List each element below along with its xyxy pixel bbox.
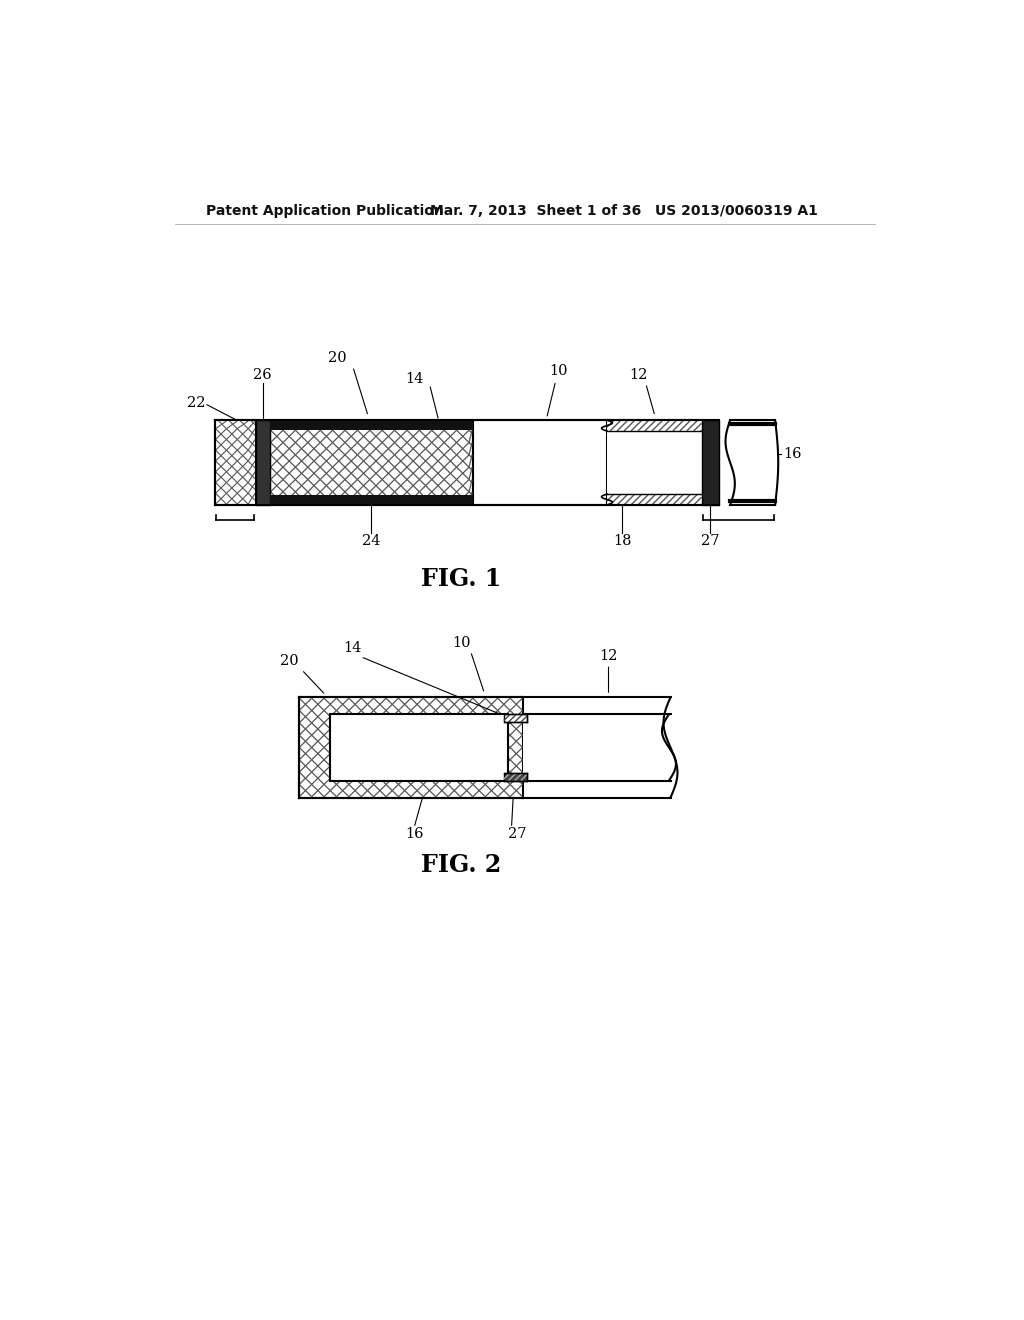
Bar xyxy=(473,420,607,506)
Text: Mar. 7, 2013  Sheet 1 of 36: Mar. 7, 2013 Sheet 1 of 36 xyxy=(430,203,641,218)
Bar xyxy=(701,420,719,506)
Text: 22: 22 xyxy=(187,396,206,411)
Text: 18: 18 xyxy=(613,535,632,548)
Text: 12: 12 xyxy=(629,368,647,381)
Bar xyxy=(607,420,701,506)
Text: 20: 20 xyxy=(280,655,299,668)
Text: 16: 16 xyxy=(783,447,802,461)
Bar xyxy=(215,420,256,506)
Text: 14: 14 xyxy=(344,642,361,655)
Text: 26: 26 xyxy=(253,368,271,381)
Text: FIG. 2: FIG. 2 xyxy=(421,853,502,876)
Bar xyxy=(523,714,671,780)
Bar xyxy=(330,714,508,780)
Bar xyxy=(256,420,270,506)
Text: 16: 16 xyxy=(406,826,424,841)
Text: US 2013/0060319 A1: US 2013/0060319 A1 xyxy=(655,203,818,218)
Text: 20: 20 xyxy=(328,351,346,364)
Bar xyxy=(270,420,473,506)
Bar xyxy=(504,714,527,722)
Bar xyxy=(270,420,473,430)
Text: 27: 27 xyxy=(700,535,719,548)
Bar xyxy=(607,420,701,430)
Text: FIG. 1: FIG. 1 xyxy=(421,566,502,590)
Text: 12: 12 xyxy=(599,648,617,663)
Bar xyxy=(299,697,523,797)
Bar xyxy=(270,495,473,506)
Text: Patent Application Publication: Patent Application Publication xyxy=(206,203,443,218)
Text: 14: 14 xyxy=(406,371,424,385)
Bar xyxy=(607,494,701,506)
Text: 27: 27 xyxy=(508,826,526,841)
Bar xyxy=(504,774,527,780)
Text: 10: 10 xyxy=(452,636,470,649)
Text: 10: 10 xyxy=(547,364,567,416)
Text: 24: 24 xyxy=(362,535,381,548)
